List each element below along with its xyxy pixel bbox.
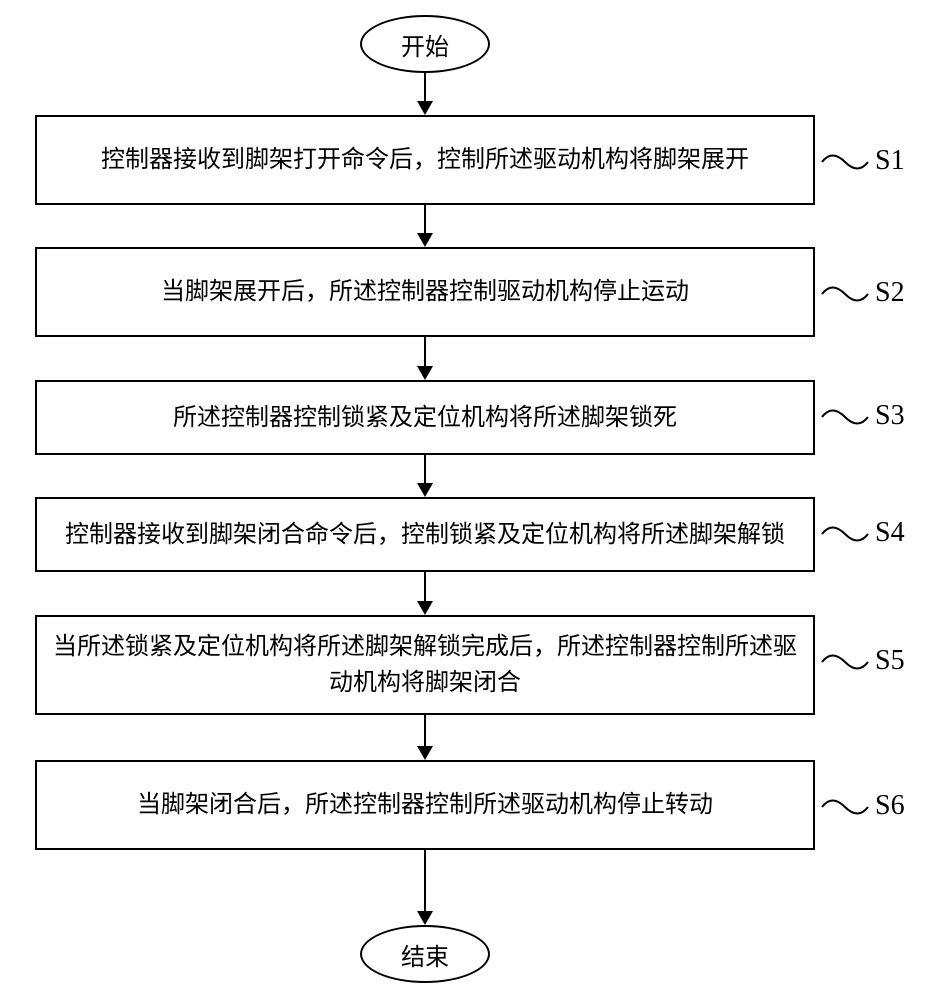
step-label-s1: S1 [875,145,905,177]
terminator-start: 开始 [360,15,490,73]
process-text: 当所述锁紧及定位机构将所述脚架解锁完成后，所述控制器控制所述驱动机构将脚架闭合 [49,629,801,701]
arrow-line [424,455,426,483]
process-text: 控制器接收到脚架打开命令后，控制所述驱动机构将脚架展开 [101,142,749,178]
terminator-start-label: 开始 [401,27,449,62]
process-step-s3: 所述控制器控制锁紧及定位机构将所述脚架锁死 [35,380,815,455]
arrow-head-icon [417,366,433,380]
process-step-s2: 当脚架展开后，所述控制器控制驱动机构停止运动 [35,247,815,337]
wave-connector [820,279,870,314]
arrow-head-icon [417,483,433,497]
arrow-head-icon [417,601,433,615]
arrow-line [424,73,426,101]
arrow-line [424,715,426,746]
arrow-head-icon [417,746,433,760]
arrow-head-icon [417,233,433,247]
arrow-line [424,205,426,233]
process-text: 当脚架闭合后，所述控制器控制所述驱动机构停止转动 [137,787,713,823]
wave-connector [820,519,870,554]
process-step-s4: 控制器接收到脚架闭合命令后，控制锁紧及定位机构将所述脚架解锁 [35,497,815,572]
step-label-s2: S2 [875,277,905,309]
process-step-s1: 控制器接收到脚架打开命令后，控制所述驱动机构将脚架展开 [35,115,815,205]
arrow-line [424,850,426,911]
terminator-end-label: 结束 [401,937,449,972]
arrow-line [424,572,426,601]
arrow-line [424,337,426,366]
process-step-s6: 当脚架闭合后，所述控制器控制所述驱动机构停止转动 [35,760,815,850]
arrow-head-icon [417,911,433,925]
step-label-s3: S3 [875,400,905,432]
wave-connector [820,792,870,827]
wave-connector [820,147,870,182]
process-text: 所述控制器控制锁紧及定位机构将所述脚架锁死 [173,400,677,436]
terminator-end: 结束 [360,925,490,983]
step-label-s4: S4 [875,517,905,549]
wave-connector [820,647,870,682]
arrow-head-icon [417,101,433,115]
wave-connector [820,402,870,437]
step-label-s5: S5 [875,645,905,677]
process-text: 当脚架展开后，所述控制器控制驱动机构停止运动 [161,274,689,310]
step-label-s6: S6 [875,790,905,822]
process-step-s5: 当所述锁紧及定位机构将所述脚架解锁完成后，所述控制器控制所述驱动机构将脚架闭合 [35,615,815,715]
process-text: 控制器接收到脚架闭合命令后，控制锁紧及定位机构将所述脚架解锁 [65,517,785,553]
